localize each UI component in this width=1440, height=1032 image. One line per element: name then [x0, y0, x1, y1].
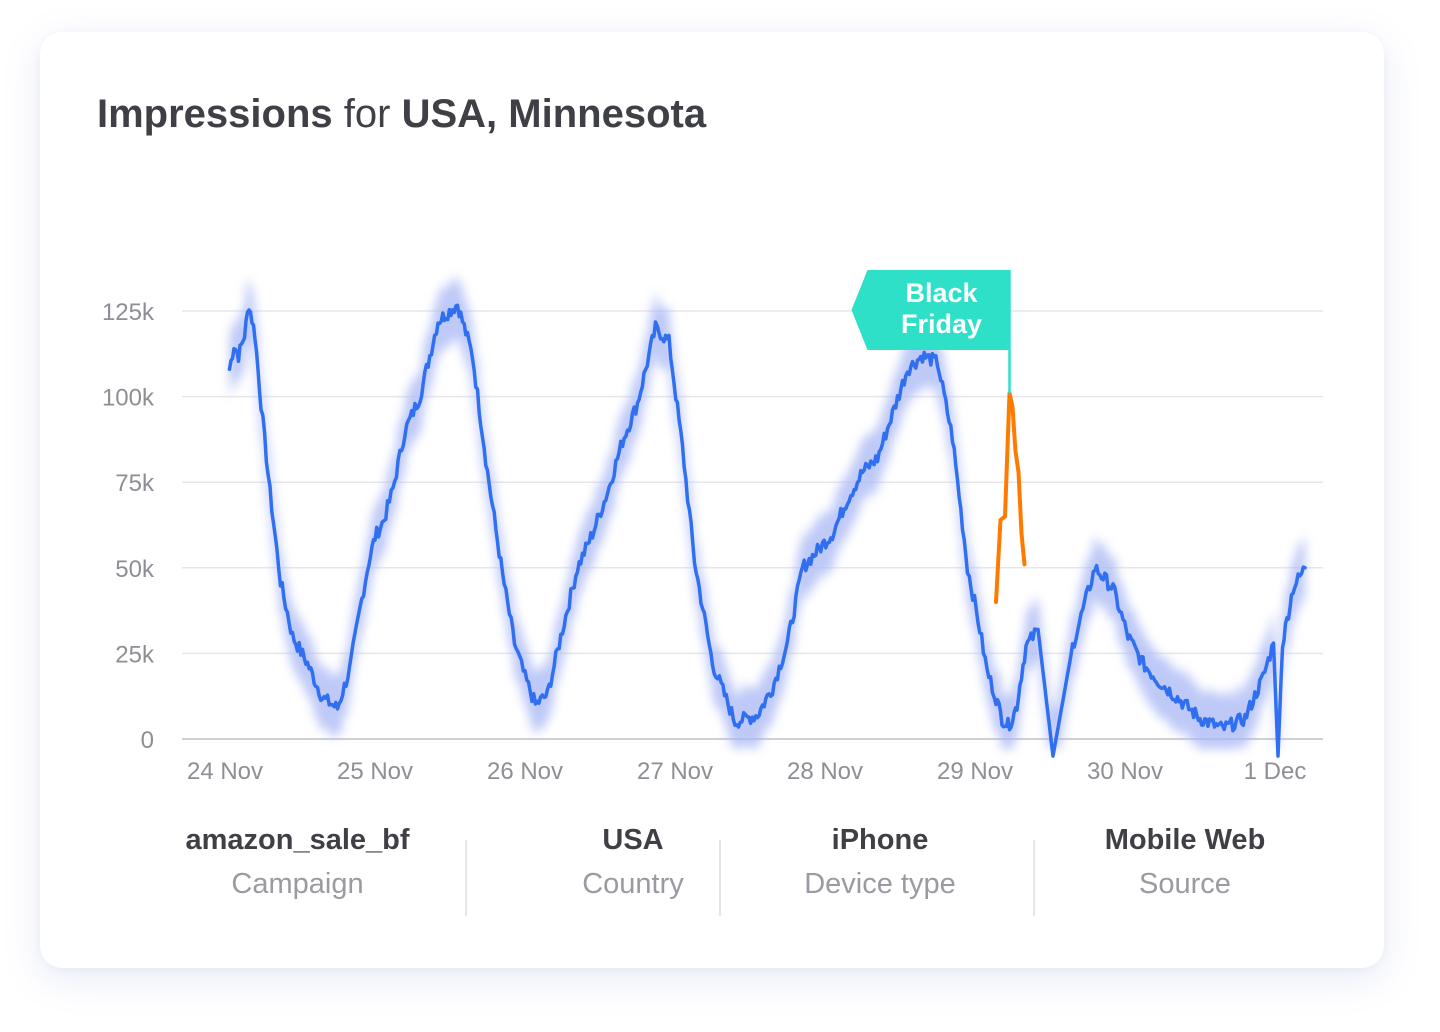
chart-card: Impressions for USA, Minnesota 0 25k 50k 75…: [40, 32, 1384, 968]
chart-title: Impressions for USA, Minnesota: [97, 90, 706, 138]
annotation-flag: [851, 270, 1010, 350]
annotation-label: Black: [905, 278, 978, 308]
filter-summary: amazon_sale_bf Campaign USA Country iPho…: [160, 822, 1325, 916]
filter-source-label: Source: [1139, 868, 1231, 900]
filter-campaign[interactable]: amazon_sale_bf Campaign: [160, 822, 435, 912]
filter-campaign-value: amazon_sale_bf: [185, 824, 410, 856]
x-tick-label: 30 Nov: [1087, 758, 1163, 785]
filter-divider: [465, 840, 467, 916]
band-area: [229, 274, 1305, 750]
title-location: USA, Minnesota: [401, 92, 707, 136]
filter-device-type-value: iPhone: [831, 824, 929, 856]
y-tick-label: 25k: [115, 641, 155, 668]
x-tick-label: 1 Dec: [1244, 758, 1307, 785]
annotation-label: Friday: [901, 309, 982, 339]
impressions-series-line: [227, 303, 1307, 758]
x-tick-label: 27 Nov: [637, 758, 713, 785]
filter-divider: [719, 840, 721, 916]
x-tick-label: 26 Nov: [487, 758, 563, 785]
x-tick-label: 24 Nov: [187, 758, 263, 785]
title-connector: for: [343, 92, 391, 136]
filter-divider: [1033, 840, 1035, 916]
impressions-chart: 0 25k 50k 75k 100k 125k 24 Nov 25 Nov 26 Nov 27 …: [102, 270, 1323, 785]
filter-country-value: USA: [602, 824, 664, 856]
title-metric: Impressions: [97, 92, 333, 136]
y-axis-ticks: 0 25k 50k 75k 100k 125k: [102, 299, 155, 754]
y-tick-label: 50k: [115, 556, 155, 583]
filter-country[interactable]: USA Country: [480, 822, 786, 912]
confidence-band: [229, 274, 1305, 750]
filter-country-label: Country: [582, 868, 684, 900]
black-friday-series-line: [994, 391, 1027, 604]
filter-device-type-label: Device type: [804, 868, 956, 900]
filter-source-value: Mobile Web: [1104, 824, 1266, 856]
y-tick-label: 0: [141, 727, 154, 754]
series-lines: [227, 303, 1307, 758]
x-axis-ticks: 24 Nov 25 Nov 26 Nov 27 Nov 28 Nov 29 Nov 30 N…: [187, 758, 1306, 785]
filter-campaign-label: Campaign: [231, 868, 364, 900]
filter-device-type[interactable]: iPhone Device type: [740, 822, 1020, 912]
filter-source[interactable]: Mobile Web Source: [1050, 822, 1320, 912]
x-tick-label: 28 Nov: [787, 758, 863, 785]
y-tick-label: 100k: [102, 385, 155, 412]
x-tick-label: 25 Nov: [337, 758, 413, 785]
y-tick-label: 75k: [115, 470, 155, 497]
y-tick-label: 125k: [102, 299, 155, 326]
x-tick-label: 29 Nov: [937, 758, 1013, 785]
